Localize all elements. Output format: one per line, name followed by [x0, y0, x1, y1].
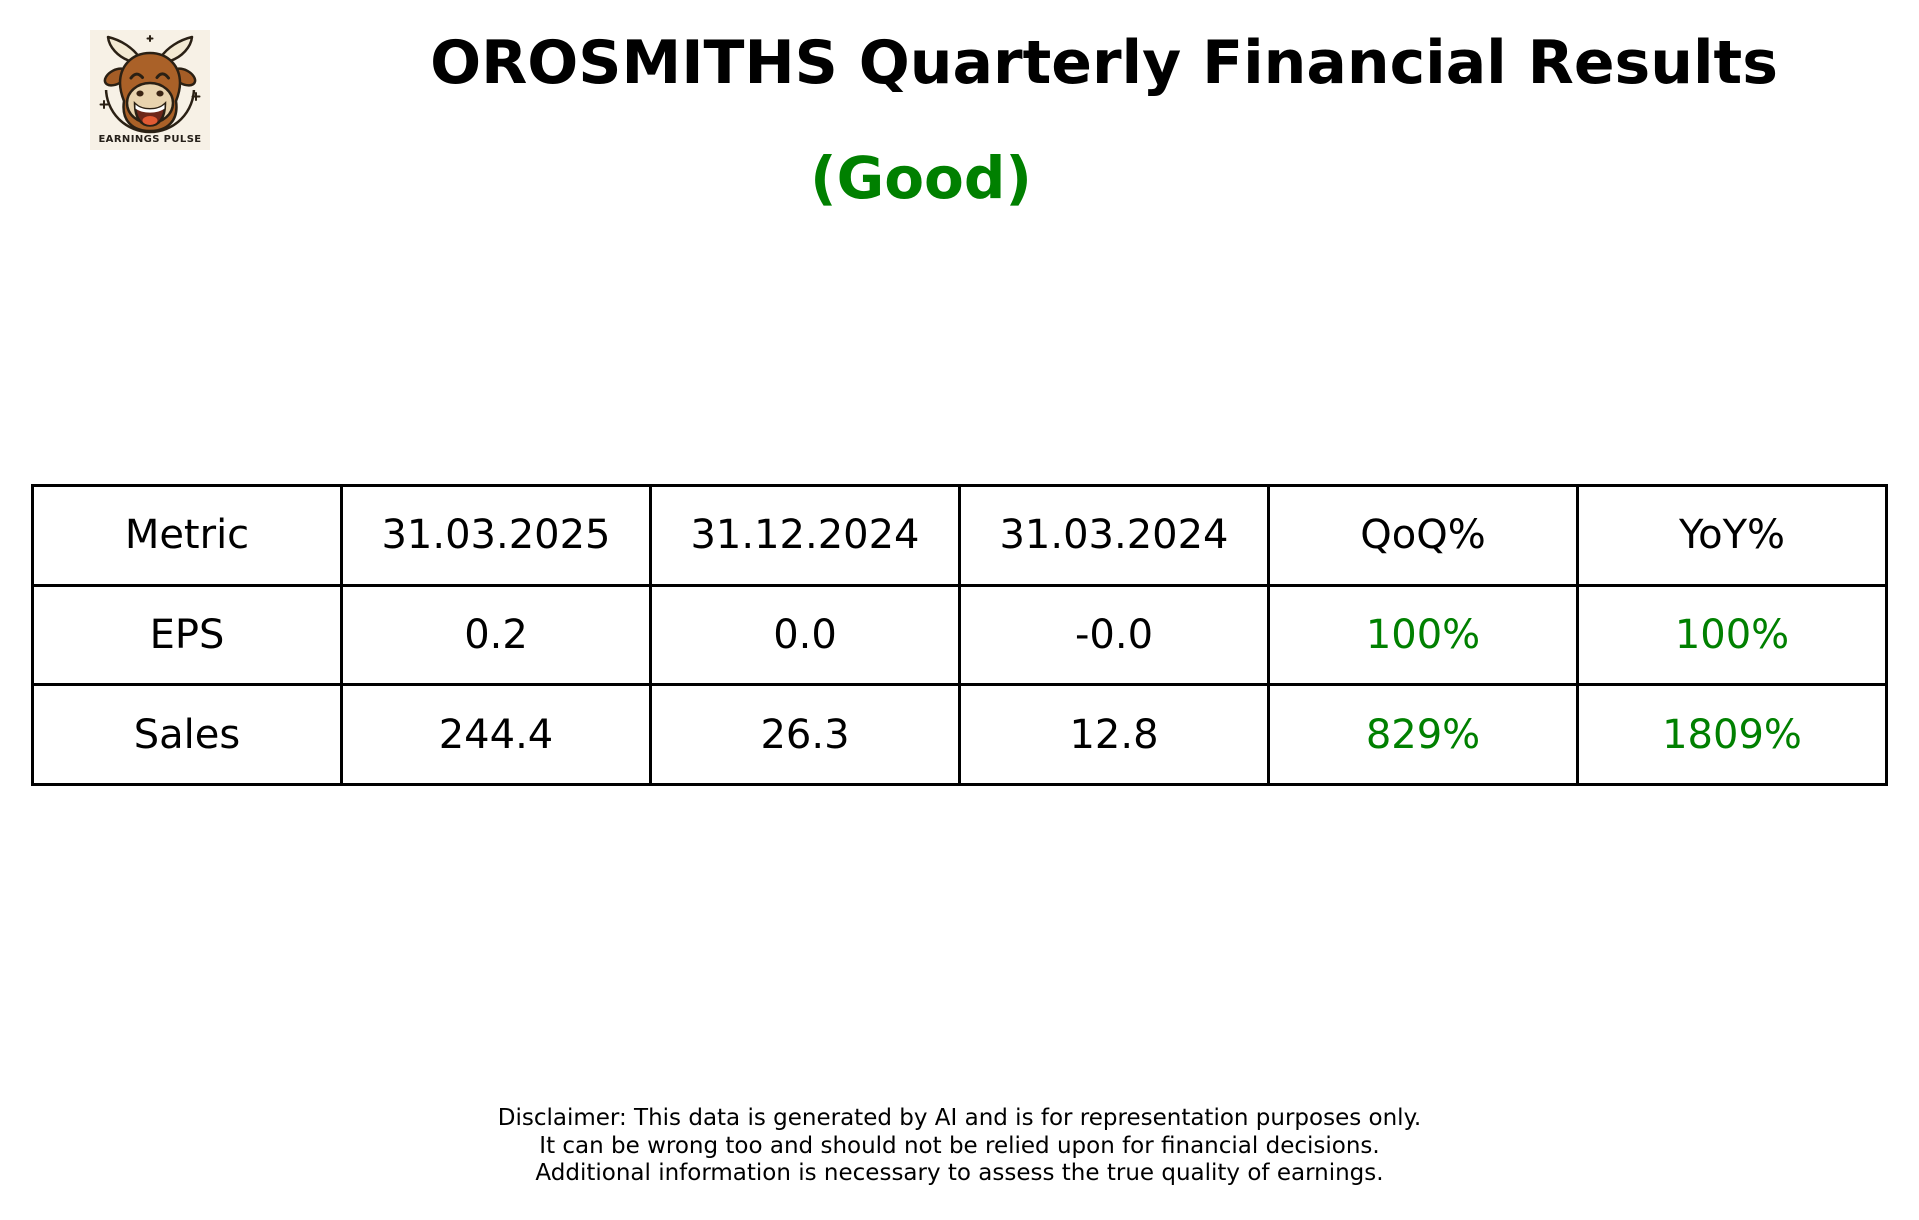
cell-eps-yearago: -0.0	[958, 583, 1270, 687]
cell-sales-metric: Sales	[31, 683, 343, 786]
cell-sales-qoq: 829%	[1267, 683, 1579, 786]
cell-eps-yoy: 100%	[1576, 583, 1888, 687]
disclaimer-line: Additional information is necessary to a…	[535, 1160, 1384, 1187]
header-cell-metric: Metric	[31, 484, 343, 587]
cell-sales-yoy: 1809%	[1576, 683, 1888, 786]
header-cell-q-yearago: 31.03.2024	[958, 484, 1270, 587]
earnings-pulse-logo: EARNINGS PULSE	[90, 30, 210, 150]
table-row-eps: EPS 0.2 0.0 -0.0 100% 100%	[31, 583, 1888, 687]
cell-sales-previous: 26.3	[649, 683, 961, 786]
header-cell-q-current: 31.03.2025	[340, 484, 652, 587]
disclaimer-line: Disclaimer: This data is generated by AI…	[497, 1105, 1422, 1131]
page-subtitle: (Good)	[810, 144, 1032, 212]
page-title: OROSMITHS Quarterly Financial Results	[430, 28, 1778, 98]
cell-eps-current: 0.2	[340, 583, 652, 687]
laughing-bull-icon	[90, 30, 210, 150]
header-cell-qoq: QoQ%	[1267, 484, 1579, 587]
table-header-row: Metric 31.03.2025 31.12.2024 31.03.2024 …	[31, 484, 1888, 587]
disclaimer-line: It can be wrong too and should not be re…	[539, 1132, 1380, 1159]
cell-eps-previous: 0.0	[649, 583, 961, 687]
cell-eps-qoq: 100%	[1267, 583, 1579, 687]
table-row-sales: Sales 244.4 26.3 12.8 829% 1809%	[31, 683, 1888, 786]
cell-sales-current: 244.4	[340, 683, 652, 786]
disclaimer: Disclaimer: This data is generated by AI…	[0, 1105, 1919, 1188]
cell-sales-yearago: 12.8	[958, 683, 1270, 786]
logo-caption: EARNINGS PULSE	[98, 134, 202, 145]
header-cell-q-previous: 31.12.2024	[649, 484, 961, 587]
cell-eps-metric: EPS	[31, 583, 343, 687]
header-cell-yoy: YoY%	[1576, 484, 1888, 587]
results-table: Metric 31.03.2025 31.12.2024 31.03.2024 …	[31, 484, 1888, 786]
